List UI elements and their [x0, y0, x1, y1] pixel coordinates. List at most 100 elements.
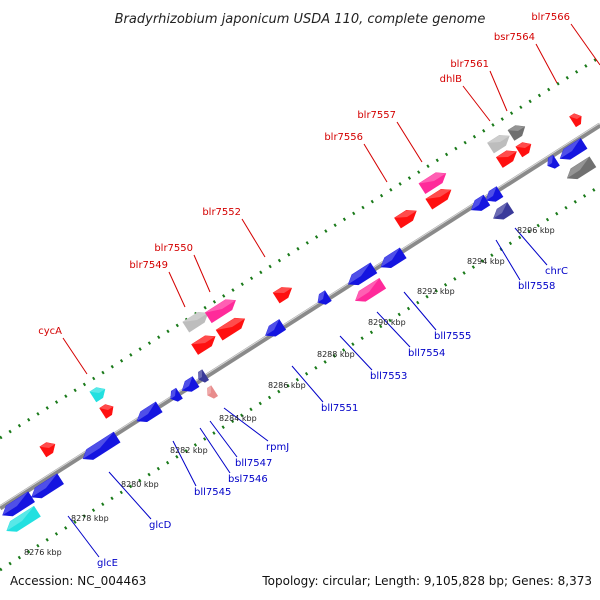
gene-arrow[interactable]	[315, 290, 332, 308]
gene-arrow-body	[82, 431, 121, 460]
gene-arrow[interactable]	[425, 185, 454, 210]
reverse-gene-label[interactable]: bll7551	[321, 403, 358, 414]
gene-arrow-body	[182, 311, 209, 333]
gene-arrow-shading	[39, 442, 55, 448]
forward-gene-label[interactable]: blr7566	[531, 12, 570, 23]
gene-arrow[interactable]	[272, 283, 295, 304]
gene-arrow-shading	[273, 287, 292, 293]
gene-arrow-shading	[381, 247, 400, 268]
reverse-gene-label[interactable]: chrC	[545, 266, 568, 277]
gene-arrow[interactable]	[39, 439, 58, 458]
gene-arrow[interactable]	[191, 331, 219, 355]
gene-arrow[interactable]	[0, 491, 35, 520]
gene-arrow[interactable]	[345, 262, 378, 289]
forward-label-leader	[168, 271, 186, 308]
forward-gene-label[interactable]: blr7556	[324, 132, 363, 143]
reverse-gene-label[interactable]: bll7553	[370, 371, 407, 382]
gene-arrow-body	[181, 376, 200, 392]
gene-arrow-body	[204, 299, 236, 324]
reverse-label-leader	[514, 227, 548, 266]
reverse-gene-label[interactable]: glcD	[149, 520, 172, 531]
topology-summary: Topology: circular; Length: 9,105,828 bp…	[262, 574, 592, 588]
reverse-gene-label[interactable]: bsl7546	[228, 474, 268, 485]
forward-label-leader	[396, 121, 423, 163]
forward-gene-label[interactable]: bsr7564	[494, 32, 535, 43]
gene-arrow[interactable]	[487, 131, 513, 154]
gene-arrow[interactable]	[483, 186, 504, 206]
gene-arrow[interactable]	[468, 194, 491, 215]
gene-arrow[interactable]	[545, 154, 560, 170]
forward-gene-label[interactable]: blr7557	[357, 110, 396, 121]
gene-arrow[interactable]	[569, 111, 585, 128]
gene-arrow[interactable]	[204, 385, 219, 400]
reverse-gene-label[interactable]: bll7547	[235, 458, 272, 469]
reverse-gene-label[interactable]: bll7555	[434, 331, 471, 342]
position-tick-label: 8278 kbp	[71, 514, 109, 523]
gene-arrow[interactable]	[195, 369, 210, 384]
gene-arrow[interactable]	[182, 308, 211, 333]
gene-arrow[interactable]	[204, 295, 238, 324]
gene-arrow-shading	[198, 369, 203, 380]
gene-arrow-body	[347, 262, 378, 286]
gene-arrow[interactable]	[495, 147, 519, 168]
gene-arrow[interactable]	[352, 277, 387, 305]
reverse-gene-label[interactable]: bll7558	[518, 281, 555, 292]
reverse-gene-label[interactable]: bll7545	[194, 487, 231, 498]
gene-arrow[interactable]	[28, 473, 64, 502]
gene-arrow-body	[2, 491, 35, 517]
gene-arrow-shading	[567, 156, 590, 179]
forward-gene-label[interactable]: cycA	[38, 326, 62, 337]
gene-arrow-shading	[207, 385, 212, 396]
reverse-label-leader	[223, 407, 269, 442]
reverse-gene-label[interactable]: glcE	[97, 558, 118, 569]
gene-arrow-shading	[493, 202, 508, 219]
gene-arrow[interactable]	[418, 168, 449, 195]
gene-arrow[interactable]	[215, 314, 248, 341]
gene-arrow-body	[31, 473, 64, 499]
gene-arrow[interactable]	[262, 319, 287, 341]
reverse-label-leader	[291, 365, 324, 403]
position-tick-label: 8286 kbp	[268, 381, 306, 390]
gene-arrow[interactable]	[557, 137, 588, 163]
gene-arrow[interactable]	[80, 431, 121, 464]
gene-arrow-body	[99, 404, 114, 419]
gene-arrow-body	[495, 150, 517, 168]
gene-arrow[interactable]	[168, 387, 183, 403]
gene-arrow[interactable]	[179, 376, 200, 396]
gene-arrow[interactable]	[4, 505, 41, 536]
forward-label-leader	[62, 337, 88, 375]
forward-gene-label[interactable]: blr7549	[129, 260, 168, 271]
gene-arrow-body	[272, 287, 293, 304]
gene-arrow-shading	[6, 506, 34, 531]
reverse-gene-label[interactable]: rpmJ	[266, 442, 289, 453]
gene-arrow-shading	[182, 312, 208, 322]
gene-arrow-body	[515, 142, 532, 158]
gene-arrow[interactable]	[134, 401, 163, 426]
forward-gene-label[interactable]: dhlB	[440, 74, 462, 85]
gene-arrow[interactable]	[515, 139, 534, 158]
gene-arrow[interactable]	[490, 202, 515, 224]
gene-arrow[interactable]	[99, 402, 117, 419]
forward-gene-label[interactable]: blr7550	[154, 243, 193, 254]
reverse-label-leader	[339, 335, 373, 371]
gene-arrow-shading	[137, 401, 156, 422]
gene-arrow-shading	[99, 404, 114, 410]
forward-gene-label[interactable]: blr7552	[202, 207, 241, 218]
gene-arrow[interactable]	[378, 247, 407, 272]
gene-arrow[interactable]	[507, 122, 528, 141]
gene-arrow[interactable]	[394, 206, 420, 229]
gene-arrow-shading	[89, 387, 105, 393]
gene-arrow-body	[6, 505, 41, 532]
position-tick-label: 8276 kbp	[24, 548, 62, 557]
forward-gene-label[interactable]: blr7561	[450, 59, 489, 70]
gene-arrow-shading	[170, 388, 176, 399]
gene-arrow-shading	[471, 195, 484, 210]
gene-arrow-body	[380, 247, 407, 269]
gene-arrow-body	[89, 387, 106, 403]
reverse-gene-label[interactable]: bll7554	[408, 348, 445, 359]
position-tick-label: 8288 kbp	[317, 350, 355, 359]
gene-arrow-body	[191, 335, 216, 355]
gene-arrow[interactable]	[89, 384, 108, 403]
forward-label-leader	[570, 23, 600, 66]
gene-arrow[interactable]	[564, 156, 597, 183]
